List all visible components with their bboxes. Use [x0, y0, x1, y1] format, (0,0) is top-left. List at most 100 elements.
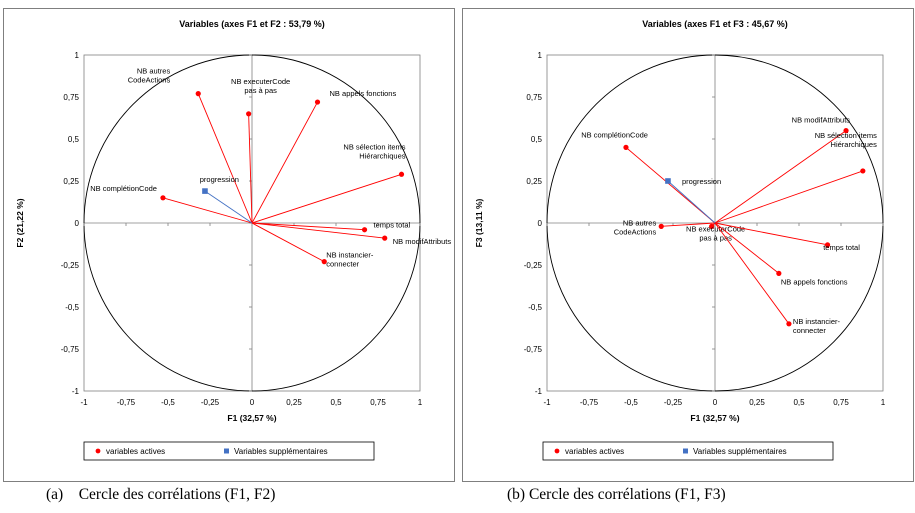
variable-label: NB modifAttributs	[393, 237, 452, 246]
x-tick-label: 1	[418, 398, 423, 407]
y-tick-label: 0,75	[526, 93, 542, 102]
variable-label: NB autres	[137, 67, 171, 76]
x-tick-label: 0	[250, 398, 255, 407]
active-variable-point	[658, 223, 664, 229]
active-variable-point	[709, 223, 715, 229]
y-tick-label: 0,5	[531, 135, 543, 144]
legend-marker-supplementary	[224, 448, 229, 454]
x-tick-label: 0,25	[286, 398, 302, 407]
variable-label: NB complétionCode	[581, 130, 648, 139]
variable-label: NB sélection items	[343, 142, 405, 151]
y-tick-label: -1	[535, 387, 543, 396]
variable-label: progression	[682, 177, 721, 186]
y-tick-label: -0,25	[524, 261, 543, 270]
variable-label: NB autres	[623, 218, 657, 227]
x-axis-label: F1 (32,57 %)	[227, 413, 276, 423]
active-variable-point	[398, 171, 405, 177]
active-variable-point	[860, 168, 866, 174]
x-tick-label: -1	[543, 398, 551, 407]
variable-label: CodeActions	[128, 76, 171, 85]
variable-label: NB modifAttributs	[792, 116, 851, 125]
active-variable-point	[623, 144, 629, 150]
active-variable-point	[824, 242, 831, 248]
y-axis-label: F3 (13,11 %)	[474, 199, 484, 248]
active-variable-point	[843, 128, 849, 134]
variable-label: connecter	[326, 260, 359, 269]
variable-label: NB executerCode	[231, 77, 290, 86]
legend-label-supplementary: Variables supplémentaires	[693, 447, 787, 456]
active-variable-point	[246, 111, 252, 117]
y-tick-label: -0,75	[61, 345, 80, 354]
variable-label: NB appels fonctions	[781, 277, 848, 286]
active-variable-point	[314, 99, 321, 105]
variable-label: pas à pas	[699, 233, 732, 242]
supplementary-variable-point	[202, 188, 208, 194]
active-variable-vector	[714, 222, 790, 325]
correlation-circle-chart-f1-f3: Variables (axes F1 et F3 : 45,67 %) -1-1 -…	[474, 19, 886, 461]
legend-marker-active	[554, 448, 560, 454]
x-tick-label: 0,25	[749, 398, 765, 407]
active-variable-point	[786, 321, 792, 327]
y-tick-label: 0,75	[63, 93, 79, 102]
chart-title: Variables (axes F1 et F2 : 53,79 %)	[179, 19, 325, 29]
x-tick-label: 0,5	[330, 398, 342, 407]
x-axis-label: F1 (32,57 %)	[690, 413, 739, 423]
x-tick-label: -1	[80, 398, 88, 407]
active-variable-vector	[251, 222, 385, 239]
variable-label: NB complétionCode	[90, 184, 157, 193]
x-tick-label: -0,5	[624, 398, 638, 407]
y-tick-label: 1	[75, 51, 80, 60]
active-variable-vector	[661, 222, 716, 227]
active-variable-vector	[248, 113, 253, 224]
active-variable-vector	[714, 130, 847, 224]
legend-label-supplementary: Variables supplémentaires	[234, 447, 328, 456]
variable-label: Hiérarchiques	[359, 151, 406, 160]
active-variable-vector	[714, 222, 780, 274]
chart-panel-f1-f2: Variables (axes F1 et F2 : 53,79 %) -1 -1 -…	[3, 8, 455, 482]
variable-label: NB instancier-	[793, 317, 841, 326]
variable-label: NB executerCode	[686, 224, 745, 233]
x-tick-label: -0,25	[664, 398, 683, 407]
active-variable-vector	[251, 222, 365, 231]
active-variable-vector	[625, 147, 716, 224]
legend-label-active: variables actives	[106, 447, 165, 456]
variable-label: connecter	[793, 326, 826, 335]
variable-label: NB appels fonctions	[330, 89, 397, 98]
variable-label: progression	[200, 175, 239, 184]
x-tick-label: 0	[713, 398, 718, 407]
supplementary-variable-vector	[667, 180, 716, 224]
variable-label: Hiérarchiques	[831, 140, 878, 149]
variable-label: NB instancier-	[326, 251, 374, 260]
supplementary-variable-vector	[204, 190, 253, 224]
legend-marker-active	[95, 448, 101, 454]
variable-label: pas à pas	[244, 86, 277, 95]
y-tick-label: -1	[72, 387, 80, 396]
variable-label: CodeActions	[614, 227, 657, 236]
variable-label: temps total	[823, 243, 860, 252]
chart-panel-f1-f3: Variables (axes F1 et F3 : 45,67 %) -1 -1 -…	[462, 8, 914, 482]
y-axis-label: F2 (21,22 %)	[15, 198, 25, 247]
x-tick-label: -0,5	[161, 398, 175, 407]
x-tick-label: 0,75	[833, 398, 849, 407]
x-tick-label: -0,75	[580, 398, 599, 407]
active-variable-vector	[714, 222, 828, 246]
active-variable-vector	[251, 173, 402, 224]
active-variable-point	[361, 227, 368, 233]
legend-marker-supplementary	[683, 448, 688, 454]
y-tick-label: -0,5	[528, 303, 542, 312]
y-tick-label: 0,5	[68, 135, 80, 144]
legend-label-active: variables actives	[565, 447, 624, 456]
caption-f1-f2: (a) Cercle des corrélations (F1, F2)	[46, 486, 276, 503]
x-tick-label: -0,25	[201, 398, 220, 407]
variable-label: NB sélection items	[815, 131, 877, 140]
correlation-circle-chart-f1-f2: Variables (axes F1 et F2 : 53,79 %) -1-1 -…	[15, 19, 452, 461]
variable-label: temps total	[374, 221, 411, 230]
y-tick-label: 0,25	[526, 177, 542, 186]
y-tick-label: -0,25	[61, 261, 80, 270]
y-tick-label: 1	[538, 51, 543, 60]
x-tick-label: 1	[881, 398, 886, 407]
x-tick-label: -0,75	[117, 398, 136, 407]
x-tick-label: 0,5	[793, 398, 805, 407]
y-tick-label: -0,75	[524, 345, 543, 354]
caption-f1-f3: (b) Cercle des corrélations (F1, F3)	[507, 486, 726, 503]
